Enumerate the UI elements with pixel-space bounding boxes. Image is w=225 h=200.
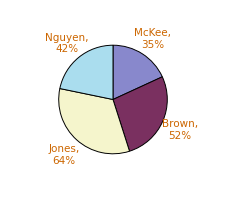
Text: McKee,
35%: McKee, 35% <box>133 28 170 49</box>
Text: Jones,
64%: Jones, 64% <box>48 143 79 165</box>
Wedge shape <box>112 46 162 100</box>
Text: Nguyen,
42%: Nguyen, 42% <box>45 33 88 54</box>
Wedge shape <box>112 77 166 151</box>
Text: Brown,
52%: Brown, 52% <box>161 119 197 140</box>
Wedge shape <box>58 89 129 154</box>
Wedge shape <box>60 46 112 100</box>
